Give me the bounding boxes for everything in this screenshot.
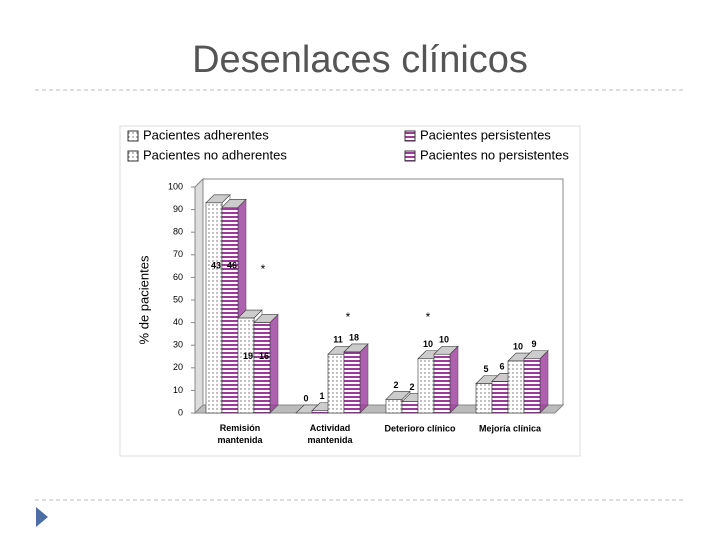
y-tick-label: 10: [173, 385, 183, 395]
legend-label: Pacientes no persistentes: [420, 147, 569, 162]
annotation: *: [346, 310, 351, 324]
x-tick-label: Deterioro clínico: [384, 423, 456, 433]
y-tick-label: 50: [173, 294, 183, 304]
count-label: 43: [211, 260, 221, 270]
bar: [475, 383, 493, 414]
bar: [523, 358, 541, 414]
count-label: 6: [499, 362, 504, 372]
bar: [343, 351, 361, 414]
count-label: 19: [243, 351, 253, 361]
annotation: *: [426, 310, 431, 324]
count-label: 11: [333, 335, 343, 345]
count-label: 10: [423, 339, 433, 349]
bar: [311, 410, 329, 414]
y-tick-label: 70: [173, 249, 183, 259]
x-tick-label: Mejoría clínica: [479, 423, 542, 433]
count-label: 46: [227, 260, 237, 270]
bar: [237, 317, 255, 414]
count-label: 9: [531, 339, 536, 349]
legend-label: Pacientes persistentes: [420, 127, 551, 142]
bar: [491, 381, 509, 414]
count-label: 1: [319, 391, 324, 401]
bar: [401, 401, 419, 414]
count-label: 5: [483, 364, 488, 374]
count-label: 10: [439, 335, 449, 345]
legend-label: Pacientes adherentes: [143, 127, 269, 142]
bar: [385, 399, 403, 414]
x-tick-label: Remisión mantenida: [217, 423, 263, 445]
side-wall: [194, 177, 204, 415]
y-tick-label: 30: [173, 340, 183, 350]
y-tick-label: 40: [173, 317, 183, 327]
x-tick-label: Actividad mantenida: [307, 423, 353, 445]
y-tick-label: 100: [168, 181, 183, 191]
bar-side: [449, 345, 459, 414]
y-tick-label: 0: [178, 407, 183, 417]
y-tick-label: 80: [173, 227, 183, 237]
y-axis-title: % de pacientes: [136, 255, 151, 344]
legend-label: Pacientes no adherentes: [143, 147, 287, 162]
y-tick-label: 60: [173, 272, 183, 282]
count-label: 2: [409, 382, 414, 392]
y-tick-label: 90: [173, 204, 183, 214]
count-label: 2: [393, 380, 398, 390]
bar: [221, 207, 239, 414]
bullet-icon: [36, 507, 48, 527]
y-tick-label: 20: [173, 362, 183, 372]
legend-swatch: [127, 130, 139, 142]
bar: [205, 202, 223, 414]
legend-swatch: [404, 130, 416, 142]
count-label: 10: [513, 341, 523, 351]
bar: [417, 358, 435, 414]
count-label: 0: [303, 393, 308, 403]
bar-side: [269, 313, 279, 414]
legend-swatch: [127, 150, 139, 162]
slide-title: Desenlaces clínicos: [192, 39, 528, 81]
count-label: 18: [349, 332, 359, 342]
bar: [507, 360, 525, 414]
bar-side: [539, 350, 549, 414]
annotation: *: [261, 262, 266, 276]
bar-side: [359, 343, 369, 414]
bar: [253, 322, 271, 414]
bar: [327, 353, 345, 414]
bar: [433, 353, 451, 414]
legend-swatch: [404, 150, 416, 162]
count-label: 16: [259, 351, 269, 361]
chart-frame: [119, 125, 581, 457]
